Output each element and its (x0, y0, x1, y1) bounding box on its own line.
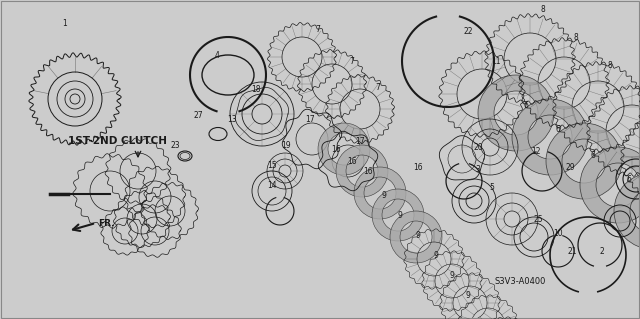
Text: 3: 3 (476, 166, 481, 174)
Text: 1ST-2ND CLUTCH: 1ST-2ND CLUTCH (68, 136, 168, 146)
Text: 17: 17 (305, 115, 315, 124)
Text: 12: 12 (531, 147, 541, 157)
Text: 2: 2 (600, 248, 604, 256)
Wedge shape (336, 145, 388, 197)
Text: 9: 9 (449, 271, 454, 280)
Text: 9: 9 (433, 251, 438, 261)
Text: 1: 1 (63, 19, 67, 28)
Text: 25: 25 (533, 216, 543, 225)
Text: 8: 8 (541, 5, 545, 14)
Text: 15: 15 (267, 160, 277, 169)
Text: 16: 16 (413, 164, 423, 173)
Text: 20: 20 (473, 144, 483, 152)
Text: 9: 9 (381, 191, 387, 201)
Text: 10: 10 (553, 229, 563, 239)
Text: 6: 6 (556, 125, 561, 135)
Text: 8: 8 (607, 62, 612, 70)
Text: 16: 16 (331, 145, 341, 154)
Text: 7: 7 (376, 84, 380, 93)
Text: 6: 6 (524, 101, 529, 110)
Text: 9: 9 (415, 232, 420, 241)
Wedge shape (546, 123, 622, 199)
Text: 23: 23 (170, 140, 180, 150)
Text: 4: 4 (214, 50, 220, 60)
Text: 9: 9 (397, 211, 403, 220)
Text: 6: 6 (627, 175, 632, 184)
Text: 7: 7 (316, 26, 321, 34)
Text: 16: 16 (347, 158, 357, 167)
Text: 22: 22 (463, 27, 473, 36)
Text: 11: 11 (492, 57, 500, 66)
Text: 16: 16 (363, 167, 373, 176)
Text: 8: 8 (573, 33, 579, 42)
Wedge shape (580, 147, 640, 223)
Text: 17: 17 (355, 137, 365, 146)
Text: FR.: FR. (98, 219, 115, 227)
Wedge shape (390, 211, 442, 263)
Wedge shape (372, 189, 424, 241)
Text: 6: 6 (591, 152, 595, 160)
Wedge shape (478, 75, 554, 151)
Text: 9: 9 (465, 292, 470, 300)
Text: 29: 29 (565, 164, 575, 173)
Text: 19: 19 (281, 140, 291, 150)
Text: 21: 21 (567, 248, 577, 256)
Text: 7: 7 (349, 57, 355, 66)
Wedge shape (354, 167, 406, 219)
Text: 27: 27 (193, 110, 203, 120)
Wedge shape (318, 123, 370, 175)
Text: 5: 5 (490, 183, 495, 192)
Text: 14: 14 (267, 181, 277, 189)
Wedge shape (614, 173, 640, 249)
Text: 13: 13 (227, 115, 237, 124)
Text: S3V3-A0400: S3V3-A0400 (494, 277, 546, 286)
Wedge shape (512, 99, 588, 175)
Text: 18: 18 (252, 85, 260, 94)
